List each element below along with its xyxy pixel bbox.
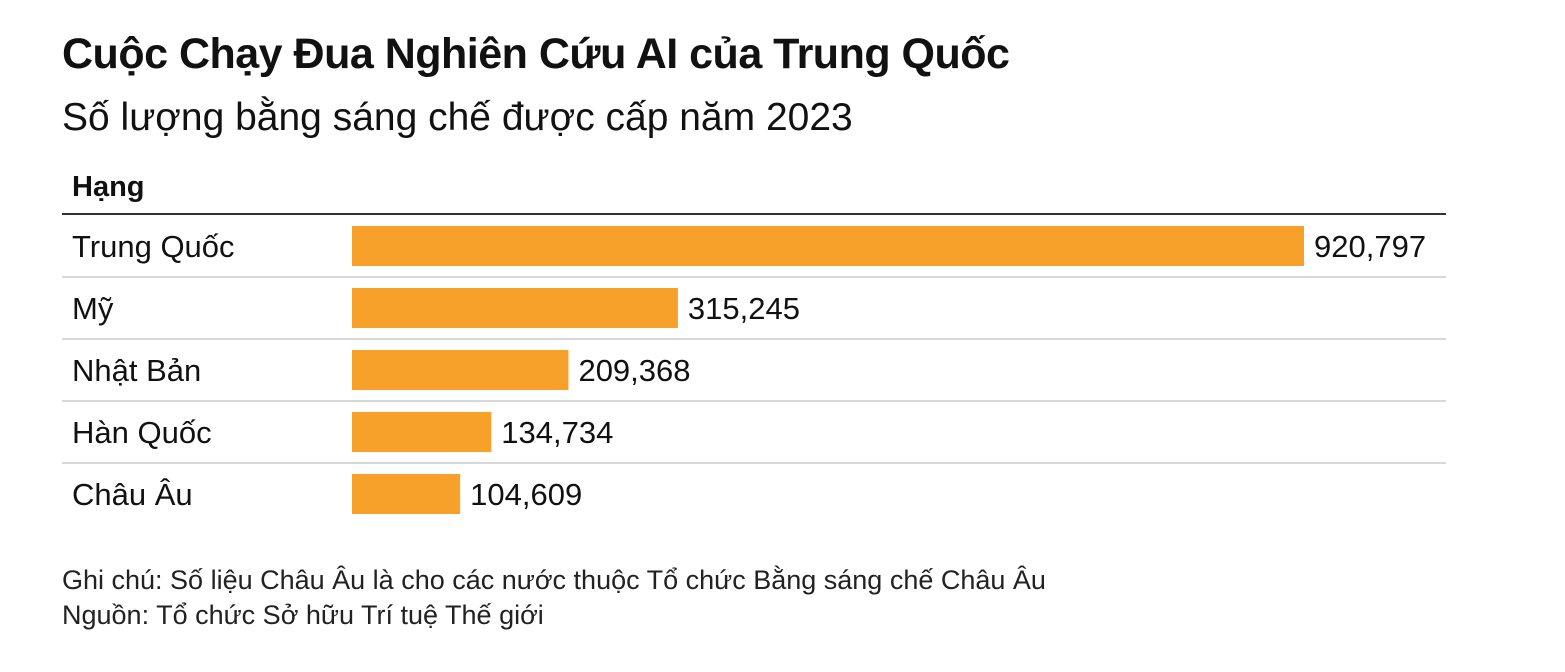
- chart-notes: Ghi chú: Số liệu Châu Âu là cho các nước…: [62, 563, 1046, 633]
- category-label: Mỹ: [72, 291, 114, 326]
- bar: [352, 412, 492, 452]
- source-text: Nguồn: Tổ chức Sở hữu Trí tuệ Thế giới: [62, 600, 544, 630]
- bar-row: Hàn Quốc 134,734: [62, 412, 1446, 464]
- category-label: Châu Âu: [72, 477, 193, 512]
- header-divider: [62, 213, 1446, 215]
- value-label: 104,609: [470, 477, 582, 512]
- value-label: 920,797: [1314, 229, 1426, 264]
- bar: [352, 288, 678, 328]
- bar: [352, 226, 1304, 266]
- category-label: Hàn Quốc: [72, 415, 212, 450]
- bar-row: Châu Âu 104,609: [72, 474, 582, 514]
- bar: [352, 474, 461, 514]
- value-label: 209,368: [578, 353, 690, 388]
- category-label: Trung Quốc: [72, 229, 235, 264]
- bar-row: Trung Quốc 920,797: [62, 226, 1446, 278]
- value-label: 315,245: [688, 291, 800, 326]
- bar-row: Nhật Bản 209,368: [62, 350, 1446, 402]
- rank-column-header: Hạng: [72, 171, 145, 203]
- bar-row: Mỹ 315,245: [62, 288, 1446, 340]
- chart-subtitle: Số lượng bằng sáng chế được cấp năm 2023: [62, 96, 853, 139]
- bar: [352, 350, 569, 390]
- category-label: Nhật Bản: [72, 353, 201, 388]
- chart-title: Cuộc Chạy Đua Nghiên Cứu AI của Trung Qu…: [62, 30, 1010, 78]
- note-text: Ghi chú: Số liệu Châu Âu là cho các nước…: [62, 565, 1046, 595]
- value-label: 134,734: [501, 415, 613, 450]
